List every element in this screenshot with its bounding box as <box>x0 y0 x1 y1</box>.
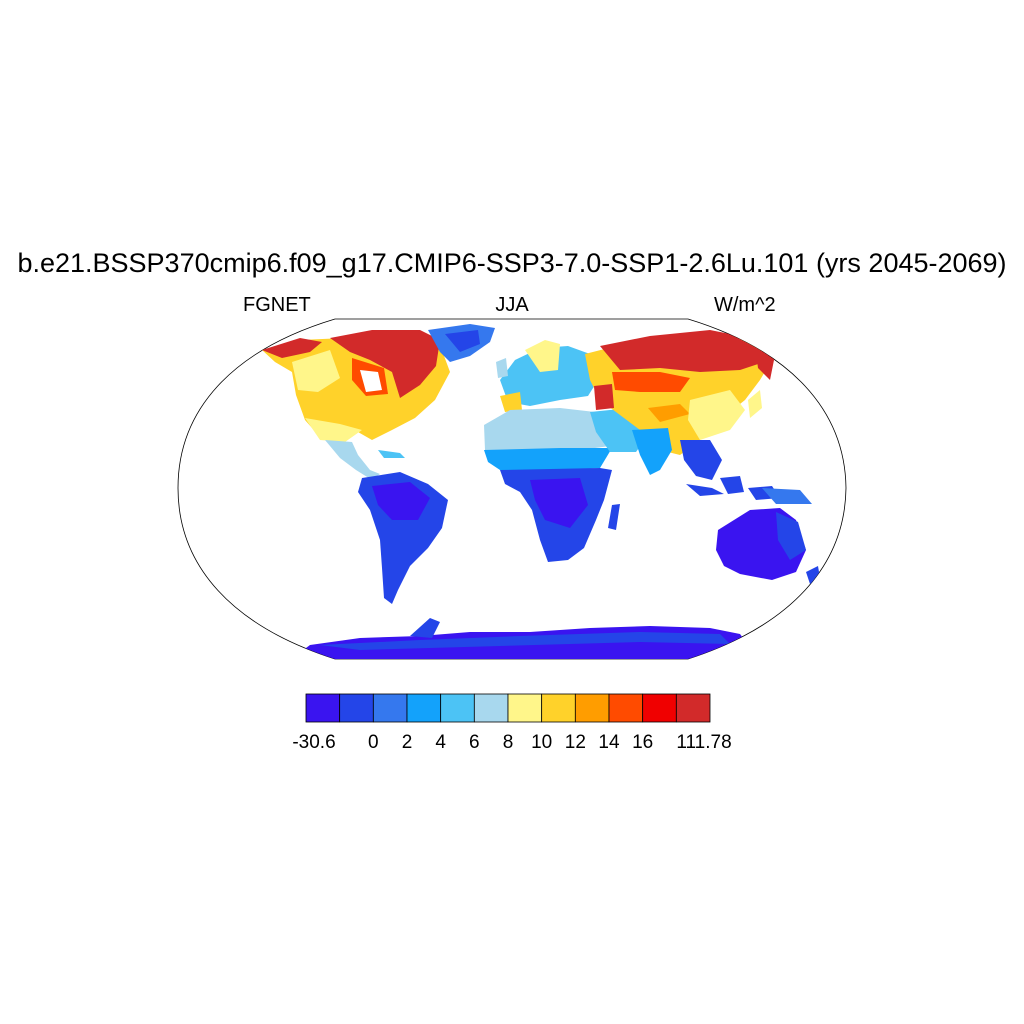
colorbar-tick-label: 2 <box>401 732 413 753</box>
colorbar-box <box>675 693 711 723</box>
land-aral <box>594 384 614 410</box>
land-caribbean <box>378 450 405 458</box>
colorbar-tick-label: 111.78 <box>676 732 732 753</box>
land-central-asia-red <box>612 372 690 392</box>
colorbar-box <box>406 693 442 723</box>
colorbar-box <box>507 693 543 723</box>
colorbar-box <box>372 693 408 723</box>
land-japan <box>748 390 762 418</box>
colorbar-box <box>339 693 374 723</box>
land-congo <box>530 478 588 528</box>
chart-title: b.e21.BSSP370cmip6.f09_g17.CMIP6-SSP3-7.… <box>17 248 1007 278</box>
season-label: JJA <box>495 294 529 316</box>
colorbar-tick-label: 4 <box>435 732 446 753</box>
colorbar-box <box>574 693 610 723</box>
colorbar-box <box>541 693 576 723</box>
colorbar-box <box>642 693 677 723</box>
land-scandinavia <box>525 340 560 372</box>
colorbar-box <box>305 693 341 723</box>
land-central-america <box>325 440 380 480</box>
colorbar-tick-label: 14 <box>598 732 620 753</box>
land-layer <box>262 324 820 659</box>
land-tibet <box>648 404 690 422</box>
land-madagascar <box>608 504 620 530</box>
land-southeast-asia <box>680 440 722 480</box>
colorbar-box <box>440 693 475 723</box>
land-western-canada <box>292 350 340 392</box>
colorbar-tick-label: 0 <box>368 732 379 753</box>
colorbar-tick-label: 6 <box>469 732 480 753</box>
units-label: W/m^2 <box>714 294 776 316</box>
colorbar-boxes <box>305 693 711 723</box>
land-hudson-bay <box>360 370 382 392</box>
land-britain <box>496 358 508 378</box>
land-arctic-canada <box>330 330 440 398</box>
colorbar-box <box>473 693 509 723</box>
colorbar-box <box>608 693 644 723</box>
land-siberia <box>600 330 770 372</box>
colorbar-tick-label: 16 <box>632 732 654 753</box>
land-greenland-core <box>445 330 480 352</box>
land-indonesia <box>686 476 780 500</box>
land-antarctica-band <box>320 632 730 650</box>
land-antarctica-peninsula <box>410 618 440 638</box>
colorbar-tick-label: 10 <box>531 732 553 753</box>
land-india <box>632 428 672 475</box>
land-sahel <box>484 448 612 470</box>
colorbar-tick-label: 8 <box>502 732 514 753</box>
land-alaska <box>262 338 322 358</box>
colorbar-tick-label: -30.6 <box>292 732 336 753</box>
variable-label: FGNET <box>243 294 311 316</box>
land-europe <box>500 346 598 406</box>
land-us-south <box>305 418 362 442</box>
land-china-east <box>688 390 745 440</box>
land-amazon <box>372 482 430 520</box>
land-north-africa <box>484 408 610 452</box>
land-australia-east <box>776 512 806 560</box>
land-new-guinea <box>762 488 812 504</box>
land-iberia <box>500 392 522 412</box>
colorbar-tick-label: 12 <box>564 732 586 753</box>
